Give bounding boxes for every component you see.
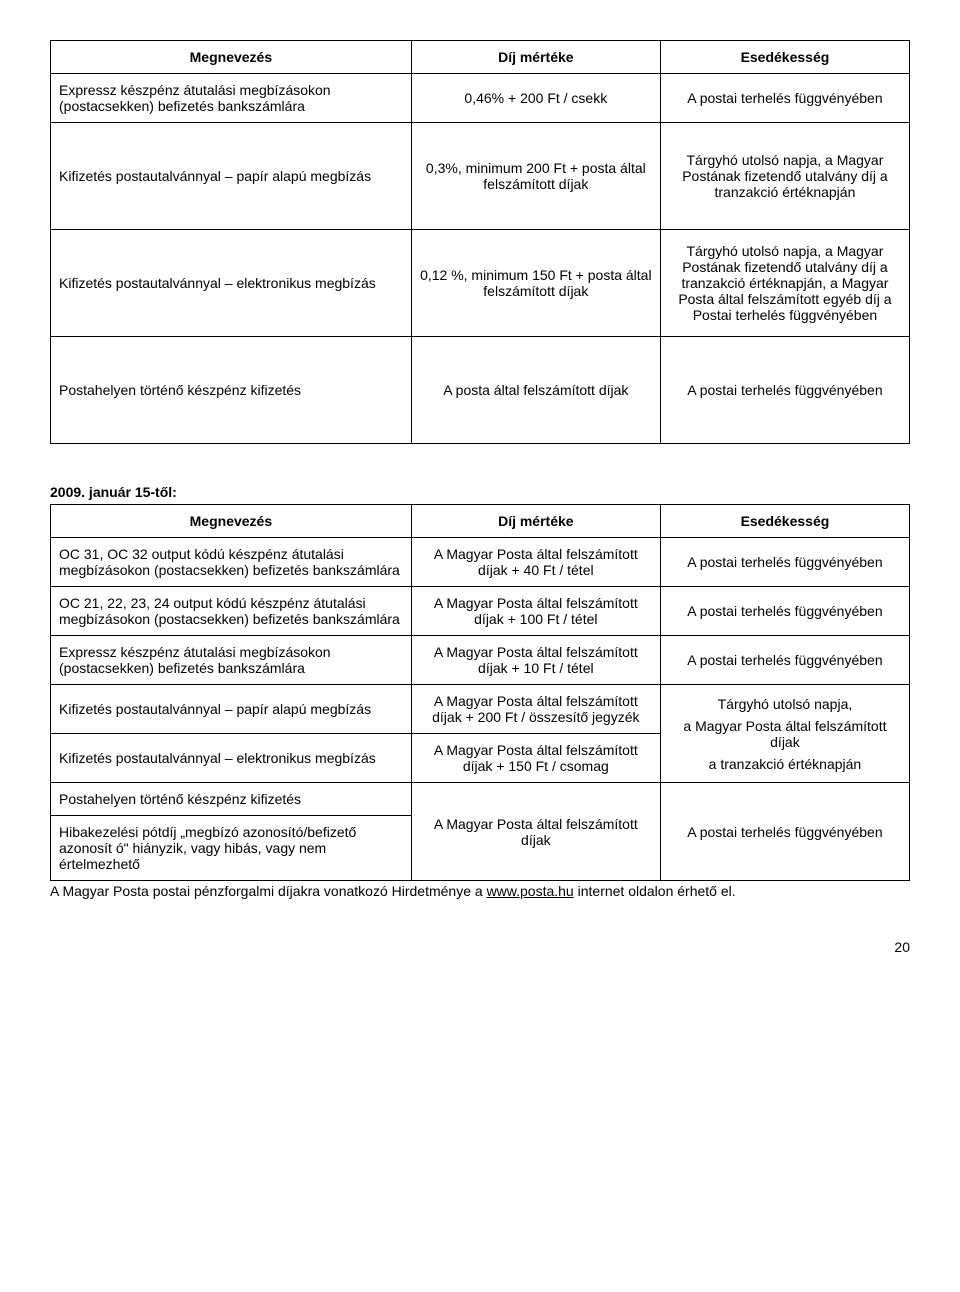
cell-fee: 0,12 %, minimum 150 Ft + posta által fel… xyxy=(411,230,660,337)
cell-fee: 0,3%, minimum 200 Ft + posta által felsz… xyxy=(411,123,660,230)
table-row: Postahelyen történő készpénz kifizetés A… xyxy=(51,783,910,816)
footnote-post: internet oldalon érhető el. xyxy=(574,883,736,899)
cell-fee: A Magyar Posta által felszámított díjak … xyxy=(411,734,660,783)
cell-name: Expressz készpénz átutalási megbízásokon… xyxy=(51,74,412,123)
col-header-due: Esedékesség xyxy=(660,505,909,538)
table-row: Kifizetés postautalvánnyal – papír alapú… xyxy=(51,685,910,734)
cell-name: Kifizetés postautalvánnyal – papír alapú… xyxy=(51,123,412,230)
cell-fee: A posta által felszámított díjak xyxy=(411,337,660,444)
cell-due: A postai terhelés függvényében xyxy=(660,538,909,587)
page-number: 20 xyxy=(50,939,910,955)
cell-due: A postai terhelés függvényében xyxy=(660,74,909,123)
cell-fee: A Magyar Posta által felszámított díjak … xyxy=(411,636,660,685)
table-row: Kifizetés postautalvánnyal – elektroniku… xyxy=(51,230,910,337)
col-header-fee: Díj mértéke xyxy=(411,505,660,538)
table-header-row: Megnevezés Díj mértéke Esedékesség xyxy=(51,41,910,74)
fee-table-1: Megnevezés Díj mértéke Esedékesség Expre… xyxy=(50,40,910,444)
table-row: Expressz készpénz átutalási megbízásokon… xyxy=(51,636,910,685)
table-row: Postahelyen történő készpénz kifizetés A… xyxy=(51,337,910,444)
table-row: OC 21, 22, 23, 24 output kódú készpénz á… xyxy=(51,587,910,636)
cell-due: A postai terhelés függvényében xyxy=(660,587,909,636)
cell-due: A postai terhelés függvényében xyxy=(660,337,909,444)
cell-due-line2: a Magyar Posta által felszámított díjak xyxy=(669,718,901,750)
col-header-fee: Díj mértéke xyxy=(411,41,660,74)
cell-due-merged: A postai terhelés függvényében xyxy=(660,783,909,881)
cell-name: OC 21, 22, 23, 24 output kódú készpénz á… xyxy=(51,587,412,636)
col-header-name: Megnevezés xyxy=(51,41,412,74)
cell-name: Kifizetés postautalvánnyal – papír alapú… xyxy=(51,685,412,734)
cell-due-merged: Tárgyhó utolsó napja, a Magyar Posta ált… xyxy=(660,685,909,783)
cell-due: Tárgyhó utolsó napja, a Magyar Postának … xyxy=(660,230,909,337)
cell-name: Postahelyen történő készpénz kifizetés xyxy=(51,337,412,444)
fee-table-2: Megnevezés Díj mértéke Esedékesség OC 31… xyxy=(50,504,910,881)
cell-name: Postahelyen történő készpénz kifizetés xyxy=(51,783,412,816)
cell-name: OC 31, OC 32 output kódú készpénz átutal… xyxy=(51,538,412,587)
table-row: Kifizetés postautalvánnyal – papír alapú… xyxy=(51,123,910,230)
cell-fee: 0,46% + 200 Ft / csekk xyxy=(411,74,660,123)
col-header-due: Esedékesség xyxy=(660,41,909,74)
cell-name: Kifizetés postautalvánnyal – elektroniku… xyxy=(51,734,412,783)
cell-name: Hibakezelési pótdíj „megbízó azonosító/b… xyxy=(51,816,412,881)
table-row: OC 31, OC 32 output kódú készpénz átutal… xyxy=(51,538,910,587)
cell-due: Tárgyhó utolsó napja, a Magyar Postának … xyxy=(660,123,909,230)
cell-fee-merged: A Magyar Posta által felszámított díjak xyxy=(411,783,660,881)
cell-fee: A Magyar Posta által felszámított díjak … xyxy=(411,685,660,734)
cell-due-line3: a tranzakció értéknapján xyxy=(669,756,901,772)
cell-fee: A Magyar Posta által felszámított díjak … xyxy=(411,587,660,636)
table-row: Expressz készpénz átutalási megbízásokon… xyxy=(51,74,910,123)
cell-fee: A Magyar Posta által felszámított díjak … xyxy=(411,538,660,587)
footnote-pre: A Magyar Posta postai pénzforgalmi díjak… xyxy=(50,883,487,899)
cell-due-line1: Tárgyhó utolsó napja, xyxy=(669,696,901,712)
footnote-link[interactable]: www.posta.hu xyxy=(487,883,574,899)
cell-due: A postai terhelés függvényében xyxy=(660,636,909,685)
cell-name: Expressz készpénz átutalási megbízásokon… xyxy=(51,636,412,685)
footnote: A Magyar Posta postai pénzforgalmi díjak… xyxy=(50,883,910,899)
cell-name: Kifizetés postautalvánnyal – elektroniku… xyxy=(51,230,412,337)
table-header-row: Megnevezés Díj mértéke Esedékesség xyxy=(51,505,910,538)
col-header-name: Megnevezés xyxy=(51,505,412,538)
section-title: 2009. január 15-től: xyxy=(50,484,910,500)
